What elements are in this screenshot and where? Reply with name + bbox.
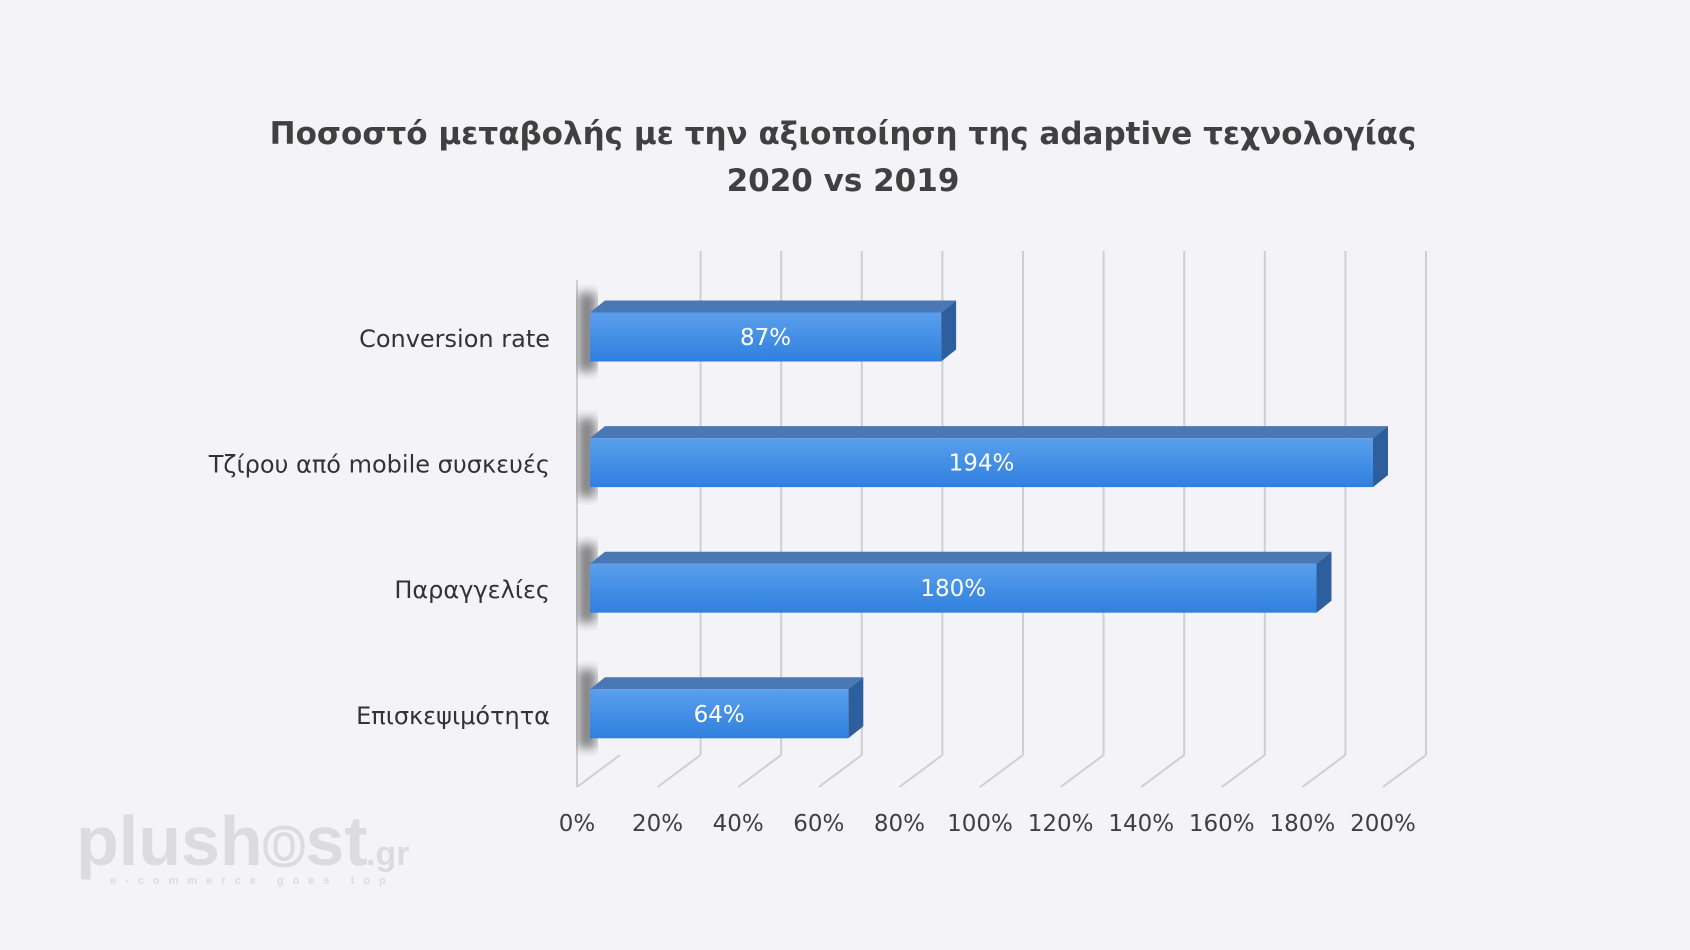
data-label: 180% xyxy=(920,576,986,602)
floor-gridline xyxy=(657,754,702,788)
bar xyxy=(590,312,942,362)
x-tick-label: 40% xyxy=(713,811,764,837)
bar xyxy=(590,689,849,739)
floor-gridline xyxy=(818,754,863,788)
bar-side xyxy=(1372,426,1388,488)
bar-side xyxy=(1316,551,1332,613)
x-tick-label: 140% xyxy=(1108,811,1174,837)
x-tick-label: 80% xyxy=(874,811,925,837)
category-label: Τζίρου από mobile συσκευές xyxy=(208,451,550,479)
floor-gridline xyxy=(1060,754,1105,788)
category-label: Επισκεψιμότητα xyxy=(356,702,550,730)
x-tick-label: 120% xyxy=(1028,811,1094,837)
bar-top xyxy=(590,677,864,690)
x-tick-label: 160% xyxy=(1189,811,1255,837)
bar-top xyxy=(590,300,957,313)
logo-suffix: .gr xyxy=(366,835,409,873)
bar xyxy=(590,438,1373,488)
floor-gridline xyxy=(1382,754,1427,788)
x-tick-label: 20% xyxy=(632,811,683,837)
plushost-logo: plushost .gr e-commerce goes top xyxy=(76,800,409,887)
x-tick-label: 60% xyxy=(793,811,844,837)
category-label: Conversion rate xyxy=(359,325,550,353)
chart-title-line-1: Ποσοστό μεταβολής με την αξιοποίηση της … xyxy=(270,116,1417,152)
floor-gridline xyxy=(1140,754,1185,788)
bar-side xyxy=(848,677,864,739)
data-label: 64% xyxy=(694,702,745,728)
floor-gridline xyxy=(898,754,943,788)
chart-title-line-2: 2020 vs 2019 xyxy=(727,163,960,199)
floor-gridline xyxy=(737,754,782,788)
bar-side xyxy=(941,300,957,362)
x-tick-label: 100% xyxy=(947,811,1013,837)
x-tick-label: 200% xyxy=(1350,811,1416,837)
x-tick-label: 180% xyxy=(1270,811,1336,837)
data-label: 87% xyxy=(740,325,791,351)
floor-gridline xyxy=(576,754,621,788)
floor-gridline xyxy=(979,754,1024,788)
category-label: Παραγγελίες xyxy=(394,576,550,604)
x-tick-label: 0% xyxy=(559,811,596,837)
logo-text: plushost xyxy=(76,802,368,880)
bar-top xyxy=(590,551,1332,564)
floor-gridline xyxy=(1301,754,1346,788)
data-label: 194% xyxy=(949,451,1015,477)
floor-gridline xyxy=(1221,754,1266,788)
logo-tagline: e-commerce goes top xyxy=(110,875,395,887)
bar xyxy=(590,563,1317,613)
bar-top xyxy=(590,426,1388,439)
